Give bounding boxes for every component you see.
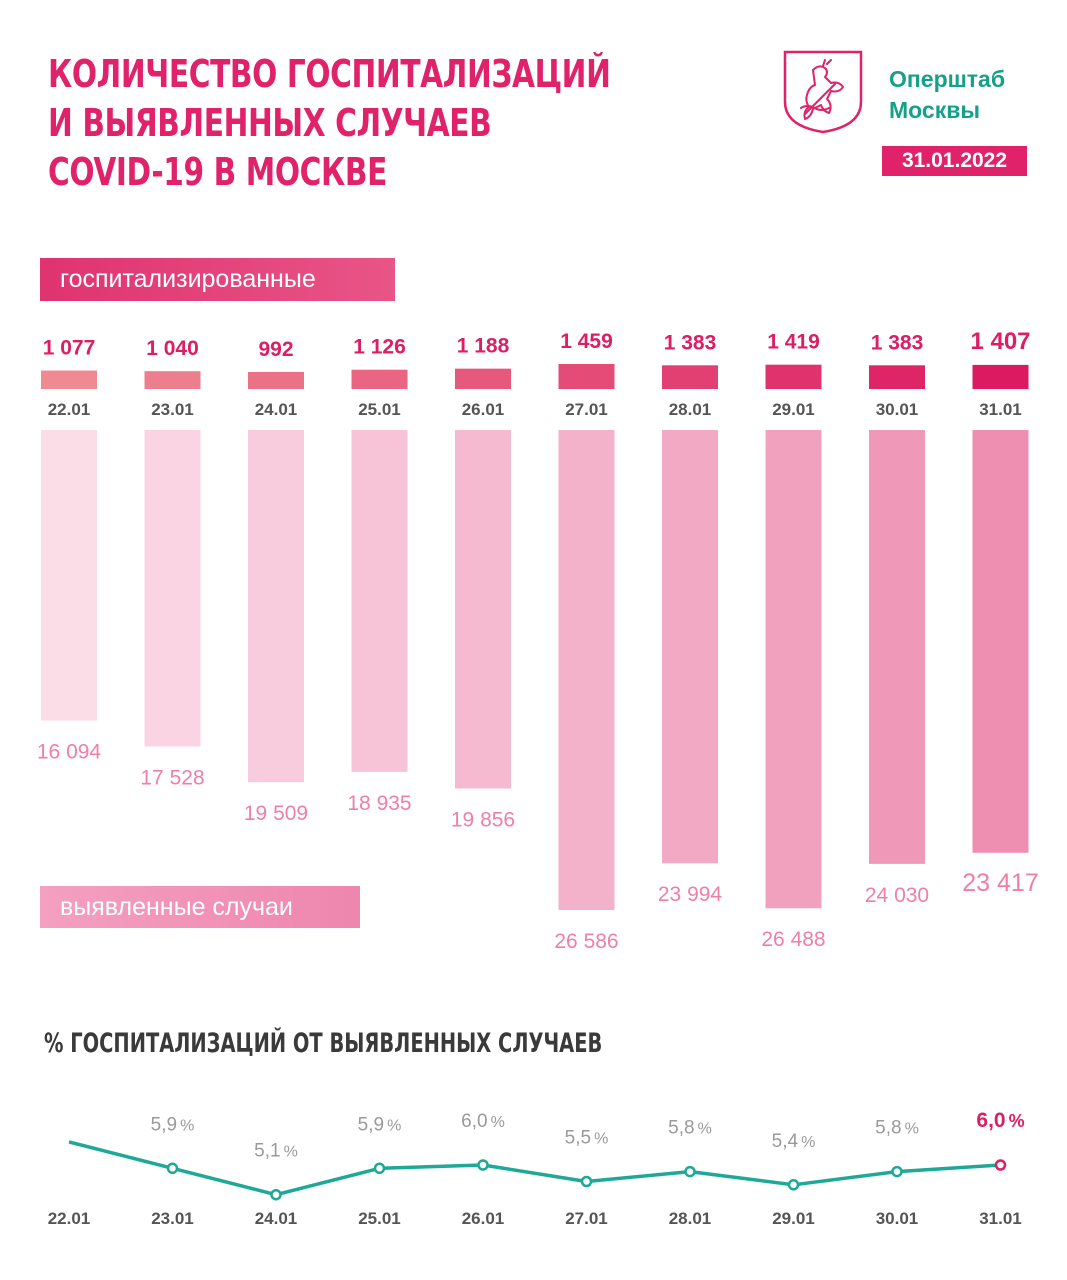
percent-value-label: 5,8%	[875, 1118, 919, 1139]
cases-bar	[41, 430, 97, 721]
percent-value-label: 5,9%	[151, 1114, 195, 1135]
hospitalized-value-label: 1 459	[560, 330, 613, 353]
percent-date-label: 23.01	[151, 1209, 194, 1228]
hospitalized-value-label: 1 188	[457, 335, 510, 358]
cases-bar	[765, 430, 822, 909]
hospitalized-bar	[869, 365, 925, 389]
cases-bar	[455, 430, 511, 789]
hospitalized-value-label: 1 419	[767, 331, 820, 354]
percent-date-label: 27.01	[565, 1209, 608, 1228]
cases-bar	[144, 430, 201, 747]
title-line-2: И ВЫЯВЛЕННЫХ СЛУЧАЕВ	[48, 101, 492, 145]
percent-point	[373, 1162, 386, 1175]
hospitalized-bar	[41, 370, 97, 389]
hospitalized-bar	[558, 364, 615, 389]
hospitalized-value-label: 1 407	[970, 328, 1030, 355]
cases-bar	[662, 430, 718, 864]
percent-value-label: 5,1%	[254, 1141, 298, 1162]
hospitalized-bar	[662, 365, 718, 389]
bar-date-label: 25.01	[358, 400, 401, 419]
percent-date-label: 31.01	[979, 1209, 1022, 1228]
bar-date-label: 29.01	[772, 400, 815, 419]
percent-date-label: 24.01	[255, 1209, 298, 1228]
percent-value-label: 5,5%	[565, 1128, 609, 1149]
hospitalized-bar	[765, 364, 822, 389]
percent-point	[477, 1159, 489, 1171]
hospitalized-bar	[351, 369, 408, 389]
hospitalized-bar	[248, 372, 304, 389]
percent-point	[684, 1165, 696, 1178]
cases-value-label: 17 528	[140, 766, 204, 789]
title-line-1: КОЛИЧЕСТВО ГОСПИТАЛИЗАЦИЙ	[48, 52, 611, 96]
bar-date-label: 26.01	[462, 400, 505, 419]
percent-line	[68, 1140, 1001, 1197]
percent-point	[166, 1162, 179, 1175]
cases-bar	[558, 430, 615, 910]
percent-value-label: 6,0%	[976, 1109, 1024, 1132]
cases-value-label: 23 994	[658, 883, 723, 906]
cases-bar	[869, 430, 925, 864]
percent-date-label: 28.01	[669, 1209, 712, 1228]
page-title: КОЛИЧЕСТВО ГОСПИТАЛИЗАЦИЙ И ВЫЯВЛЕННЫХ С…	[48, 50, 611, 197]
percent-date-label: 25.01	[358, 1209, 401, 1228]
title-line-3: COVID-19 В МОСКВЕ	[48, 150, 387, 194]
percent-point	[787, 1179, 800, 1191]
organization-name: Оперштаб Москвы	[889, 64, 1005, 126]
date-badge: 31.01.2022	[882, 146, 1027, 176]
hospitalized-bar	[144, 371, 201, 389]
moscow-coat-of-arms-icon	[783, 50, 863, 134]
percent-date-label: 22.01	[48, 1209, 91, 1228]
cases-value-label: 24 030	[865, 884, 929, 907]
percent-section-title: % ГОСПИТАЛИЗАЦИЙ ОТ ВЫЯВЛЕННЫХ СЛУЧАЕВ	[44, 1028, 603, 1059]
bar-date-label: 22.01	[48, 400, 91, 419]
bar-date-label: 28.01	[669, 400, 712, 419]
percent-point	[994, 1159, 1007, 1171]
cases-value-label: 18 935	[347, 792, 411, 815]
percent-value-label: 5,9%	[358, 1114, 402, 1135]
percent-date-label: 29.01	[772, 1209, 815, 1228]
hospitalized-value-label: 1 077	[43, 337, 96, 360]
cases-bar	[248, 430, 304, 783]
org-line-2: Москвы	[889, 97, 980, 123]
percent-date-label: 26.01	[462, 1209, 505, 1228]
cases-value-label: 16 094	[37, 741, 102, 764]
percent-value-label: 6,0%	[461, 1111, 505, 1132]
hospitalized-bar	[972, 364, 1029, 389]
bar-date-label: 30.01	[876, 400, 919, 419]
hospitalized-value-label: 1 383	[664, 331, 717, 354]
hospitalized-value-label: 1 383	[871, 331, 924, 354]
hospitalized-value-label: 992	[258, 338, 293, 361]
percent-point	[270, 1188, 282, 1201]
hospitalized-bar	[455, 368, 511, 389]
percent-date-label: 30.01	[876, 1209, 919, 1228]
bar-date-label: 27.01	[565, 400, 608, 419]
hospitalized-value-label: 1 040	[146, 337, 199, 360]
cases-value-label: 19 856	[451, 808, 515, 831]
percent-value-label: 5,4%	[772, 1131, 816, 1152]
cases-value-label: 26 586	[554, 930, 618, 953]
bar-date-label: 31.01	[979, 400, 1022, 419]
cases-bar	[972, 430, 1029, 853]
percent-value-label: 5,8%	[668, 1118, 712, 1139]
bar-date-label: 24.01	[255, 400, 298, 419]
cases-value-label: 23 417	[962, 869, 1038, 897]
hospitalized-legend-pill: госпитализированные	[40, 258, 395, 301]
cases-bar	[351, 430, 408, 772]
hospitalized-value-label: 1 126	[353, 336, 406, 359]
bar-date-label: 23.01	[151, 400, 194, 419]
percent-point	[580, 1175, 593, 1188]
percent-point	[891, 1165, 903, 1178]
cases-value-label: 26 488	[761, 928, 825, 951]
org-line-1: Оперштаб	[889, 66, 1006, 92]
cases-value-label: 19 509	[244, 802, 308, 825]
cases-legend-pill: выявленные случаи	[40, 886, 360, 928]
